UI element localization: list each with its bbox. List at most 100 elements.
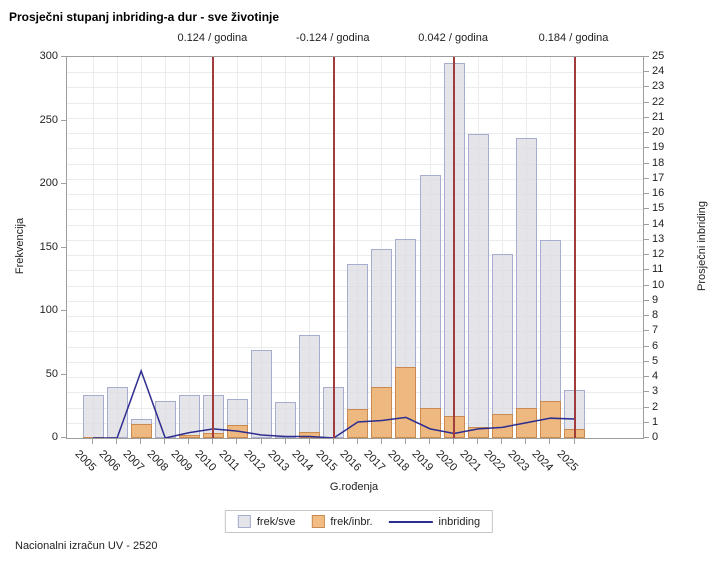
vertical-gridline [92, 57, 94, 438]
horizontal-gridline [67, 72, 643, 74]
right-tick [644, 193, 649, 195]
left-tick [61, 119, 66, 121]
right-tick [644, 406, 649, 408]
inbriding-line-layer [93, 368, 575, 438]
right-tick-label: 20 [652, 126, 665, 139]
plot-inner [67, 57, 643, 438]
right-tick-label: 1 [652, 415, 659, 428]
right-tick [644, 360, 649, 362]
right-tick [644, 437, 649, 438]
x-tick-label-2022: 2022 [481, 448, 508, 474]
right-tick [644, 162, 649, 164]
x-tick [140, 439, 142, 444]
x-tick [356, 439, 358, 444]
left-tick [61, 373, 66, 375]
right-axis-title: Prosječni inbriding [696, 201, 708, 291]
x-tick-label-2025: 2025 [554, 448, 580, 474]
x-tick-label-2024: 2024 [529, 448, 556, 474]
x-tick-label-2008: 2008 [144, 448, 171, 474]
x-tick [429, 439, 431, 444]
bar-frek-inbr-2007 [130, 424, 152, 438]
left-tick [61, 56, 66, 57]
gray-bar-swatch-icon [237, 515, 251, 528]
left-tick [61, 246, 66, 248]
inbriding-line [93, 368, 575, 438]
legend-label: inbriding [438, 515, 481, 528]
bar-frek-inbr-2009 [178, 435, 200, 438]
right-tick [644, 132, 649, 134]
left-tick-label: 0 [51, 431, 58, 443]
right-tick [644, 56, 649, 57]
right-tick-label: 11 [652, 263, 664, 276]
right-tick-label: 14 [652, 217, 665, 230]
vertical-gridline [116, 57, 118, 438]
legend-label: frek/sve [256, 515, 296, 528]
right-tick-label: 22 [652, 95, 665, 108]
legend-item-frek-inbr: frek/inbr. [311, 515, 373, 528]
right-tick [644, 71, 649, 73]
left-tick [61, 437, 66, 438]
legend: frek/sve frek/inbr. inbriding [224, 510, 494, 533]
x-tick-label-2018: 2018 [385, 448, 412, 474]
x-tick-label-2014: 2014 [289, 448, 315, 474]
left-tick [61, 183, 66, 184]
x-tick [92, 439, 93, 444]
right-tick-label: 16 [652, 187, 665, 200]
reference-line-2025 [573, 57, 576, 438]
right-tick [644, 269, 649, 271]
x-tick [284, 439, 286, 444]
x-tick-label-2012: 2012 [241, 448, 267, 474]
x-tick [573, 439, 575, 444]
horizontal-gridline [67, 194, 643, 196]
x-tick-label-2009: 2009 [168, 448, 195, 474]
vertical-gridline [261, 57, 263, 438]
left-tick-label: 150 [39, 240, 58, 253]
right-tick-label: 7 [652, 324, 659, 337]
left-tick [61, 310, 66, 311]
horizontal-gridline [67, 224, 643, 226]
horizontal-gridline [67, 117, 643, 119]
x-tick [308, 439, 310, 444]
left-tick-label: 250 [39, 113, 58, 126]
vertical-gridline [188, 57, 190, 438]
x-tick [477, 439, 479, 444]
x-tick [501, 439, 503, 444]
right-tick [644, 223, 649, 225]
x-tick-label-2023: 2023 [505, 448, 532, 474]
bar-frek-inbr-2017 [371, 387, 393, 438]
right-tick [644, 421, 649, 423]
x-tick-label-2020: 2020 [433, 448, 460, 474]
annotation-label-2015: -0.124 / godina [296, 32, 370, 44]
right-tick-label: 24 [652, 65, 665, 78]
x-tick-label-2007: 2007 [120, 448, 147, 474]
annotation-label-2025: 0.184 / godina [538, 32, 609, 44]
vertical-gridline [309, 57, 311, 438]
vertical-gridline [501, 57, 503, 438]
x-tick-label-2011: 2011 [216, 448, 243, 474]
horizontal-gridline [67, 87, 643, 89]
right-tick-label: 12 [652, 248, 665, 261]
right-tick [644, 330, 649, 332]
right-tick-label: 10 [652, 278, 665, 291]
reference-line-2010 [212, 57, 215, 438]
right-tick [644, 299, 649, 301]
right-tick [644, 101, 649, 103]
x-tick-label-2013: 2013 [265, 448, 291, 474]
x-tick-label-2010: 2010 [192, 448, 219, 474]
legend-label: frek/inbr. [330, 515, 373, 528]
right-tick-label: 18 [652, 156, 665, 169]
horizontal-gridline [67, 102, 643, 104]
horizontal-gridline [67, 239, 643, 241]
x-tick-label-2017: 2017 [361, 448, 388, 474]
right-tick [644, 315, 649, 317]
x-tick [260, 439, 262, 444]
left-tick-label: 200 [39, 177, 58, 189]
x-tick [188, 439, 190, 444]
right-tick [644, 254, 649, 256]
right-tick [644, 147, 649, 149]
x-tick [380, 439, 382, 444]
annotation-label-2010: 0.124 / godina [177, 32, 248, 44]
annotation-label-2020: 0.042 / godina [418, 32, 488, 44]
right-tick-label: 23 [652, 80, 665, 93]
x-tick-label-2006: 2006 [96, 448, 123, 474]
